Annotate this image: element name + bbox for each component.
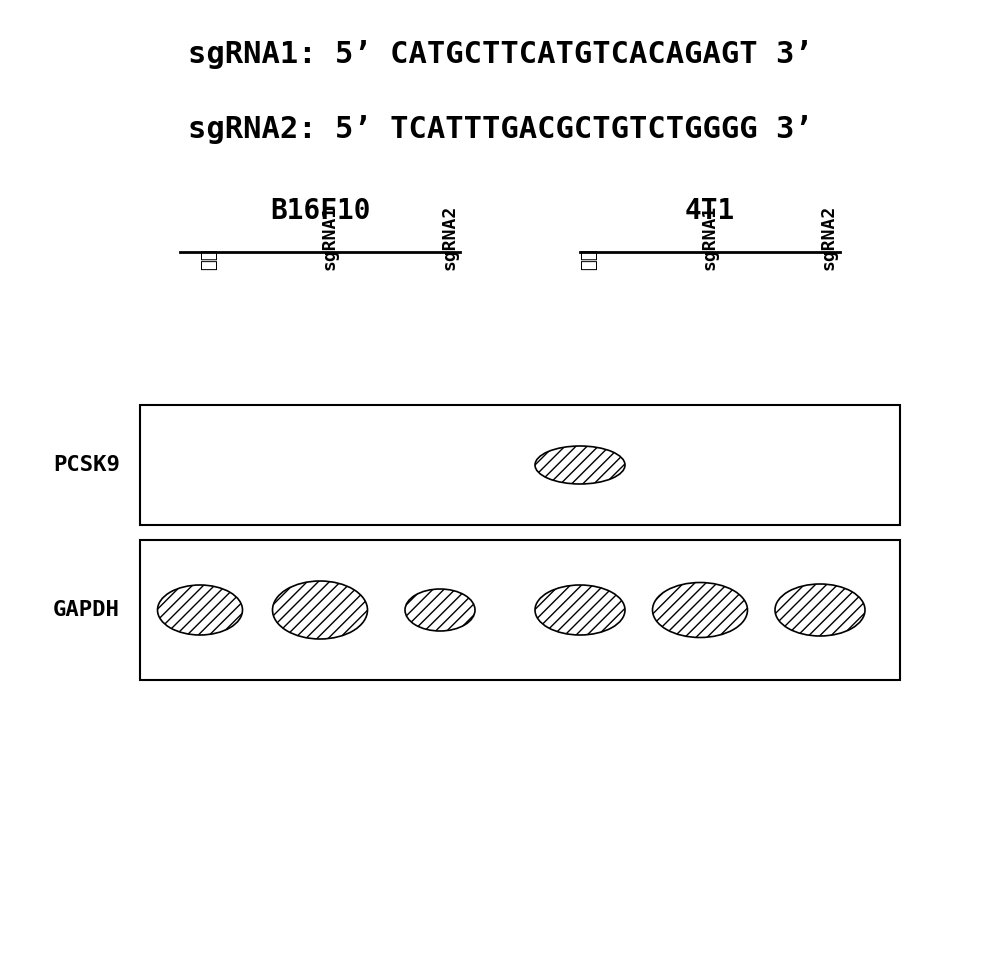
Text: sgRNA2: sgRNA2 (820, 204, 838, 270)
Ellipse shape (158, 585, 242, 635)
Text: sgRNA2: sgRNA2 (440, 204, 458, 270)
Text: 4T1: 4T1 (685, 197, 735, 225)
Text: 对照: 对照 (580, 249, 598, 270)
Ellipse shape (775, 584, 865, 636)
Ellipse shape (535, 446, 625, 484)
Text: 对照: 对照 (200, 249, 218, 270)
Ellipse shape (272, 581, 368, 639)
Ellipse shape (405, 589, 475, 631)
Ellipse shape (535, 585, 625, 635)
Text: PCSK9: PCSK9 (53, 455, 120, 475)
FancyBboxPatch shape (140, 540, 900, 680)
FancyBboxPatch shape (140, 405, 900, 525)
Text: B16F10: B16F10 (270, 197, 370, 225)
Ellipse shape (652, 583, 748, 637)
Text: GAPDH: GAPDH (53, 600, 120, 620)
Text: sgRNA1: 5’ CATGCTTCATGTCACAGAGT 3’: sgRNA1: 5’ CATGCTTCATGTCACAGAGT 3’ (188, 40, 812, 69)
Text: sgRNA1: sgRNA1 (320, 204, 338, 270)
Text: sgRNA2: 5’ TCATTTGACGCTGTCTGGGG 3’: sgRNA2: 5’ TCATTTGACGCTGTCTGGGG 3’ (188, 115, 812, 144)
Text: sgRNA1: sgRNA1 (700, 204, 718, 270)
